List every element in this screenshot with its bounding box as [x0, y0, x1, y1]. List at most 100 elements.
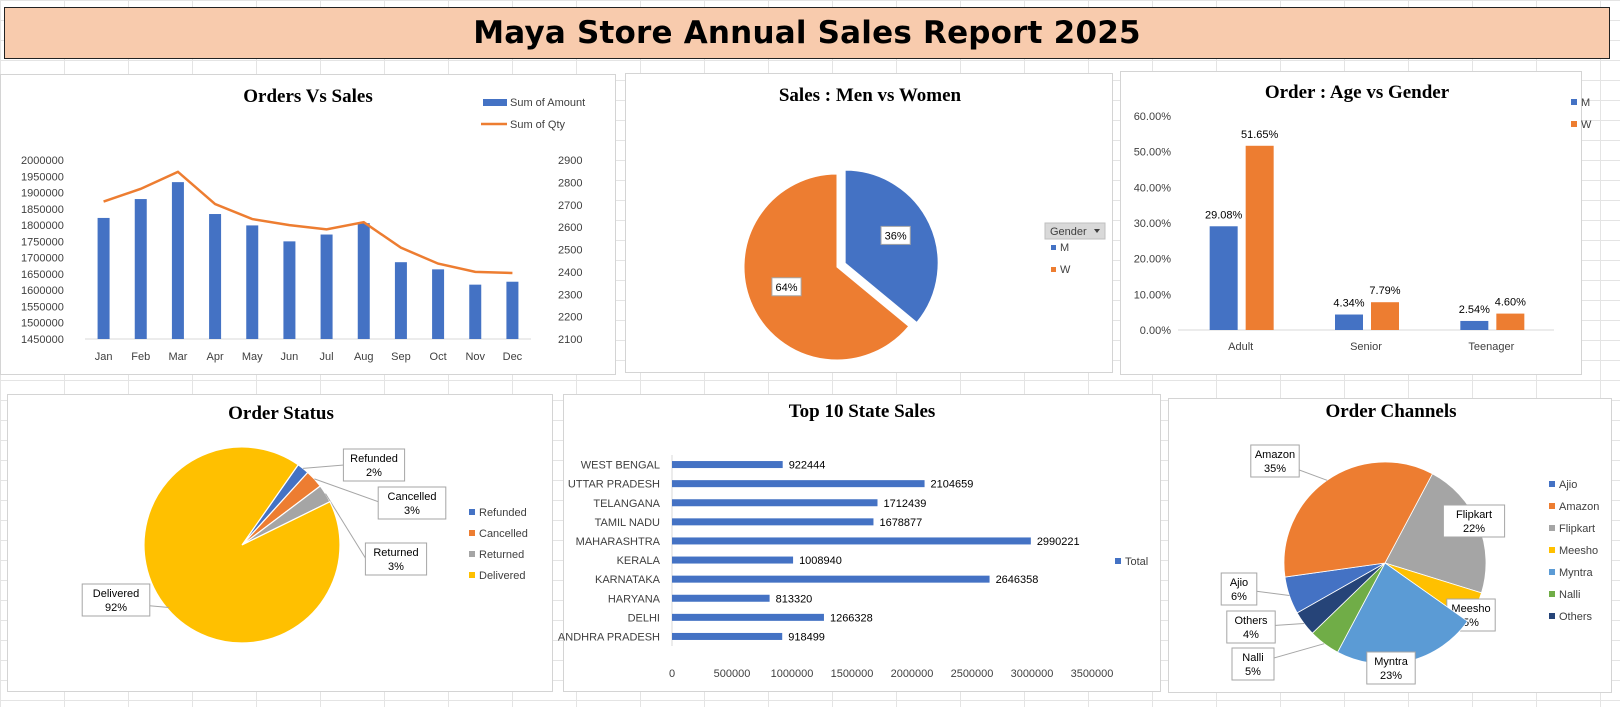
data-label-returned-text: 3%	[388, 561, 404, 573]
legend-swatch-sum-of-amount	[483, 99, 507, 106]
bar-w-adult	[1245, 145, 1274, 330]
y-right-tick-label: 2200	[558, 312, 582, 324]
y-tick-label: TELANGANA	[593, 498, 660, 510]
legend-label: Amazon	[1559, 501, 1599, 513]
legend-filter-button	[1044, 222, 1106, 240]
bar-andhra-pradesh	[672, 632, 783, 640]
data-label-meesho: Meesho 5%	[1446, 598, 1496, 632]
data-label-cancelled: Cancelled 3%	[377, 486, 447, 520]
legend-swatch-refunded	[469, 509, 475, 515]
x-tick-label: Jun	[281, 351, 299, 363]
data-label-w-text: 64%	[775, 282, 797, 294]
y-tick-label: WEST BENGAL	[581, 460, 660, 472]
men-vs-women-chart[interactable]: Sales : Men vs Women 36% 64% Gender M W	[625, 73, 1113, 373]
data-label: 1712439	[883, 498, 926, 510]
bar-delhi	[672, 613, 824, 621]
legend-swatch-cancelled	[469, 530, 475, 536]
legend-label: Nalli	[1559, 589, 1580, 601]
data-label-others: Others 4%	[1226, 610, 1276, 644]
data-label-others-text: Others	[1234, 615, 1268, 627]
data-label-nalli-text: 5%	[1245, 666, 1261, 678]
y-left-tick-label: 1750000	[21, 236, 64, 248]
bar-w-senior	[1371, 302, 1399, 330]
bar-sum-of-amount-mar	[171, 182, 184, 339]
bar-sum-of-amount-feb	[134, 199, 147, 339]
data-label-delivered-text: Delivered	[93, 588, 139, 600]
data-label-m: 36%	[880, 225, 911, 245]
data-label-w-box	[771, 277, 802, 297]
x-tick-label: 3500000	[1071, 668, 1114, 680]
legend-swatch-w	[1051, 267, 1056, 272]
orders-vs-sales-chart[interactable]: Orders Vs Sales 2000000 1950000 1900000 1850…	[0, 74, 616, 375]
legend-label: W	[1581, 119, 1592, 131]
x-tick-label: Teenager	[1468, 341, 1514, 353]
data-label-ajio: Ajio 6%	[1220, 572, 1258, 606]
x-tick-label: Jul	[320, 351, 334, 363]
x-tick-label: Feb	[131, 351, 150, 363]
y-left-tick-label: 2000000	[21, 155, 64, 167]
data-label-amazon: Amazon 35%	[1250, 444, 1300, 478]
y-left-tick-label: 1500000	[21, 318, 64, 330]
y-tick-label: UTTAR PRADESH	[568, 479, 660, 491]
legend-swatch-m	[1571, 99, 1577, 105]
data-label-cancelled-text: Cancelled	[388, 491, 437, 503]
data-label-w: 64%	[771, 277, 802, 297]
data-label-myntra-text: Myntra	[1374, 656, 1409, 668]
y-right-tick-label: 2400	[558, 267, 582, 279]
bar-m-senior	[1335, 314, 1363, 330]
y-tick-label: TAMIL NADU	[595, 517, 660, 529]
x-tick-label: Jan	[95, 351, 113, 363]
data-label-myntra-box	[1366, 651, 1416, 685]
y-left-tick-label: 1650000	[21, 269, 64, 281]
legend-label: Flipkart	[1559, 523, 1595, 535]
data-label: 51.65%	[1241, 129, 1279, 141]
data-label: 4.60%	[1495, 297, 1526, 309]
y-right-tick-label: 2500	[558, 245, 582, 257]
y-tick-label: KERALA	[617, 555, 661, 567]
data-label: 813320	[776, 593, 813, 605]
x-tick-label: Mar	[168, 351, 187, 363]
data-label-nalli-box	[1231, 647, 1275, 681]
x-tick-label: Aug	[354, 351, 374, 363]
data-label-refunded-text: 2%	[366, 467, 382, 479]
order-channels-chart[interactable]: Order Channels Flipkart 22% Meesho 5% Myntra 2…	[1168, 398, 1612, 693]
top-state-sales-chart[interactable]: Top 10 State Sales WEST BENGAL 922444 UTTAR…	[558, 394, 1161, 692]
legend-label: Sum of Qty	[510, 119, 566, 131]
x-tick-label: Dec	[503, 351, 523, 363]
x-tick-label: Adult	[1228, 341, 1253, 353]
chart-title: Order Channels	[1325, 401, 1456, 422]
y-left-tick-label: 1800000	[21, 220, 64, 232]
x-tick-label: 500000	[714, 668, 751, 680]
legend-label: Delivered	[479, 570, 525, 582]
data-label-ajio-text: 6%	[1231, 591, 1247, 603]
line-sum-of-qty	[103, 170, 513, 275]
x-tick-label: Senior	[1350, 341, 1382, 353]
x-tick-label: 1000000	[771, 668, 814, 680]
bar-w-teenager	[1496, 313, 1525, 330]
y-tick-label: HARYANA	[608, 593, 661, 605]
data-label: 1678877	[879, 517, 922, 529]
x-tick-label: Sep	[391, 351, 411, 363]
order-status-chart[interactable]: Order Status Refunded 2% Cancelled 3% Returne…	[7, 394, 553, 692]
legend-label: W	[1060, 264, 1071, 276]
y-left-tick-label: 1850000	[21, 204, 64, 216]
bar-tamil-nadu	[672, 518, 874, 526]
x-tick-label: Oct	[430, 351, 447, 363]
legend-label: Returned	[479, 549, 524, 561]
bar-kerala	[672, 556, 794, 564]
bar-sum-of-amount-aug	[357, 223, 370, 339]
x-tick-label: 2500000	[951, 668, 994, 680]
x-tick-label: Apr	[207, 351, 224, 363]
pie-slice-delivered	[143, 446, 341, 644]
age-vs-gender-chart[interactable]: Order : Age vs Gender 60.00% 50.00% 40.00% 3…	[1120, 71, 1592, 375]
y-right-tick-label: 2900	[558, 155, 582, 167]
data-label-returned: Returned 3%	[364, 542, 428, 576]
bar-sum-of-amount-jan	[97, 217, 110, 339]
data-label-flipkart-text: 22%	[1463, 523, 1485, 535]
data-label-meesho-text: Meesho	[1451, 603, 1490, 615]
y-tick-label: 20.00%	[1134, 254, 1172, 266]
bar-sum-of-amount-dec	[506, 281, 519, 339]
legend-swatch-w	[1571, 121, 1577, 127]
report-title-banner: Maya Store Annual Sales Report 2025	[4, 7, 1610, 59]
y-tick-label: 50.00%	[1134, 147, 1172, 159]
